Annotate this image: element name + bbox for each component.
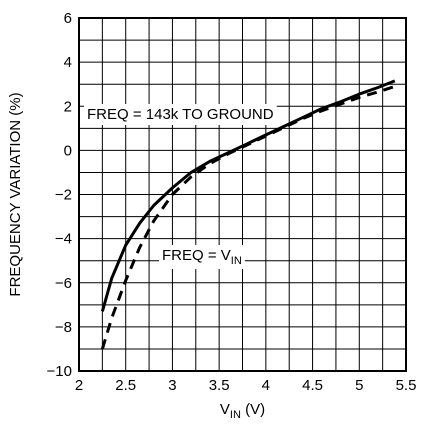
- x-tick-label: 2: [75, 377, 83, 394]
- x-tick-label: 4.5: [302, 377, 323, 394]
- annotation-freq-vin-text: FREQ = VIN: [162, 247, 242, 267]
- series-line-solid: [100, 79, 396, 312]
- y-tick-label: 0: [64, 142, 72, 159]
- x-tick-label: 2.5: [115, 377, 136, 394]
- y-tick-label: 4: [64, 54, 72, 71]
- annotation-freq-vin-main: FREQ = V: [162, 247, 231, 264]
- annotation-143k-to-ground: FREQ = 143k TO GROUND: [84, 104, 277, 125]
- x-tick-label: 3: [168, 377, 176, 394]
- x-tick-label: 5: [355, 377, 363, 394]
- grid: [78, 17, 407, 372]
- x-axis-label: VIN (V): [220, 401, 265, 421]
- y-tick-label: 6: [64, 10, 72, 27]
- annotation-freq-vin: FREQ = VIN: [159, 245, 245, 269]
- series-line-dashed: [100, 84, 396, 350]
- x-tick-label: 4: [262, 377, 270, 394]
- y-tick-label: 2: [64, 98, 72, 115]
- y-tick-label: −8: [55, 319, 72, 336]
- x-tick-label: 5.5: [396, 377, 417, 394]
- y-tick-label: −2: [55, 187, 72, 204]
- x-axis-label-main: V: [220, 401, 230, 418]
- tick-labels: 2 2.5 3 3.5 4 4.5 5 5.5 −10 −8 −6 −4 −2 0 2 4 6: [47, 10, 417, 394]
- annotation-143k-text: FREQ = 143k TO GROUND: [87, 106, 274, 123]
- y-tick-label: −10: [47, 363, 72, 380]
- x-axis-label-sub: IN: [230, 409, 241, 421]
- y-tick-label: −6: [55, 275, 72, 292]
- plot-frame: [78, 17, 407, 372]
- x-tick-label: 3.5: [209, 377, 230, 394]
- annotation-freq-vin-sub: IN: [231, 255, 242, 267]
- y-tick-label: −4: [55, 231, 72, 248]
- x-axis-label-suffix: (V): [241, 401, 265, 418]
- series-layer: [100, 79, 396, 350]
- y-axis-label: FREQUENCY VARIATION (%): [7, 92, 24, 296]
